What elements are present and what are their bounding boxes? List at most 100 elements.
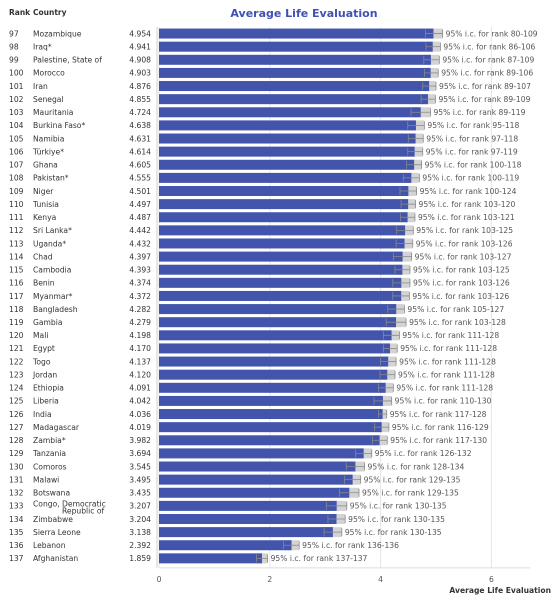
ci-label: 95% i.c. for rank 103-126 — [413, 279, 510, 288]
chart-row: 128 Zambia* 3.982 95% i.c. for rank 117-130 — [9, 435, 487, 446]
value-label: 3.435 — [129, 489, 151, 498]
value-label: 4.876 — [129, 82, 151, 91]
rank-label: 122 — [9, 357, 24, 366]
rank-label: 98 — [9, 42, 19, 51]
chart-row: 102 Senegal 4.855 95% i.c. for rank 89-109 — [9, 94, 531, 105]
value-label: 4.372 — [129, 292, 151, 301]
country-label: Palestine, State of — [33, 56, 102, 65]
value-bar — [159, 514, 337, 524]
value-label: 4.170 — [129, 344, 151, 353]
value-label: 4.397 — [129, 252, 151, 261]
rank-label: 119 — [9, 318, 24, 327]
value-label: 4.497 — [129, 200, 151, 209]
value-bar — [159, 146, 415, 157]
chart-row: 98 Iraq* 4.941 95% i.c. for rank 86-106 — [9, 41, 536, 52]
chart-row: 131 Malawi 3.495 95% i.c. for rank 129-135 — [9, 474, 461, 485]
ci-label: 95% i.c. for rank 128-134 — [368, 462, 465, 471]
rank-label: 109 — [9, 187, 24, 196]
rank-label: 110 — [9, 200, 24, 209]
value-bar — [159, 41, 433, 52]
ci-label: 95% i.c. for rank 103-126 — [416, 239, 513, 248]
country-label: Malawi — [33, 475, 59, 484]
country-label: Madagascar — [33, 423, 80, 432]
ci-label: 95% i.c. for rank 103-121 — [418, 213, 515, 222]
ci-label: 95% i.c. for rank 103-125 — [416, 226, 513, 235]
value-bar — [159, 395, 383, 406]
value-bar — [159, 159, 415, 170]
ci-label: 95% i.c. for rank 129-135 — [364, 475, 461, 484]
value-bar — [159, 330, 392, 341]
ci-label: 95% i.c. for rank 89-119 — [433, 108, 525, 117]
chart-row: 111 Kenya 4.487 95% i.c. for rank 103-121 — [9, 212, 515, 223]
country-label: Sierra Leone — [33, 528, 81, 537]
rank-label: 137 — [9, 554, 24, 563]
ci-label: 95% i.c. for rank 97-119 — [426, 147, 518, 156]
rank-label: 108 — [9, 174, 24, 183]
value-label: 3.982 — [129, 436, 151, 445]
chart-row: 105 Namibia 4.631 95% i.c. for rank 97-118 — [9, 133, 518, 144]
value-label: 4.279 — [129, 318, 151, 327]
value-label: 4.042 — [129, 397, 151, 406]
rank-label: 103 — [9, 108, 24, 117]
country-label: Zambia* — [33, 436, 66, 445]
rank-label: 126 — [9, 410, 24, 419]
chart-row: 136 Lebanon 2.392 95% i.c. for rank 136-136 — [9, 540, 399, 551]
rank-label: 113 — [9, 239, 24, 248]
chart-row: 113 Uganda* 4.432 95% i.c. for rank 103-126 — [9, 238, 513, 249]
chart-row: 120 Mali 4.198 95% i.c. for rank 111-128 — [9, 330, 499, 341]
ci-label: 95% i.c. for rank 130-135 — [348, 515, 445, 524]
country-label: Botswana — [33, 489, 70, 498]
chart-row: 127 Madagascar 4.019 95% i.c. for rank 116-… — [9, 422, 489, 433]
country-label: Senegal — [33, 95, 64, 104]
chart-row: 137 Afghanistan 1.859 95% i.c. for rank 137… — [9, 553, 368, 564]
country-label: Iraq* — [33, 42, 52, 51]
rank-label: 131 — [9, 475, 24, 484]
x-tick-label: 6 — [489, 575, 494, 584]
chart-row: 130 Comoros 3.545 95% i.c. for rank 128-134 — [9, 461, 465, 472]
chart-row: 119 Gambia 4.279 95% i.c. for rank 103-128 — [9, 317, 506, 328]
chart-row: 101 Iran 4.876 95% i.c. for rank 89-107 — [9, 81, 531, 92]
x-tick-label: 0 — [157, 575, 162, 584]
value-label: 3.207 — [129, 502, 151, 511]
rank-label: 127 — [9, 423, 24, 432]
chart-row: 124 Ethiopia 4.091 95% i.c. for rank 111-12… — [9, 382, 493, 393]
value-label: 4.442 — [129, 226, 151, 235]
value-bar — [159, 81, 430, 92]
country-label: Kenya — [33, 213, 56, 222]
value-bar — [159, 527, 333, 538]
value-bar — [159, 343, 391, 354]
value-label: 4.120 — [129, 370, 151, 379]
rank-label: 114 — [9, 252, 24, 261]
ci-label: 95% i.c. for rank 100-119 — [422, 174, 519, 183]
chart-row: 106 Türkiye* 4.614 95% i.c. for rank 97-119 — [9, 146, 518, 157]
value-label: 4.198 — [129, 331, 151, 340]
value-label: 4.487 — [129, 213, 151, 222]
value-label: 3.545 — [129, 462, 151, 471]
ci-label: 95% i.c. for rank 87-109 — [442, 56, 534, 65]
country-label: Comoros — [33, 462, 67, 471]
rank-label: 101 — [9, 82, 24, 91]
value-label: 3.694 — [129, 449, 151, 458]
value-bar — [159, 225, 406, 236]
ci-label: 95% i.c. for rank 111-128 — [402, 331, 499, 340]
value-bar — [159, 251, 403, 262]
value-label: 1.859 — [129, 554, 151, 563]
value-bar — [159, 382, 386, 393]
value-bar — [159, 553, 262, 564]
chart-row: 109 Niger 4.501 95% i.c. for rank 100-124 — [9, 186, 517, 196]
value-label: 4.605 — [129, 161, 151, 170]
value-bar — [159, 107, 421, 118]
rank-label: 136 — [9, 541, 24, 550]
value-bar — [159, 290, 402, 301]
country-label: India — [33, 410, 52, 419]
value-bar — [159, 199, 409, 210]
rank-label: 121 — [9, 344, 24, 353]
x-axis-label: Average Life Evaluation — [449, 586, 551, 595]
chart-row: 117 Myanmar* 4.372 95% i.c. for rank 103-12… — [9, 290, 509, 301]
ci-label: 95% i.c. for rank 89-107 — [439, 82, 531, 91]
chart-rows: 97 Mozambique 4.954 95% i.c. for rank 80-10… — [9, 28, 538, 564]
rank-label: 133 — [9, 502, 24, 511]
rank-label: 111 — [9, 213, 24, 222]
value-label: 4.282 — [129, 305, 151, 314]
